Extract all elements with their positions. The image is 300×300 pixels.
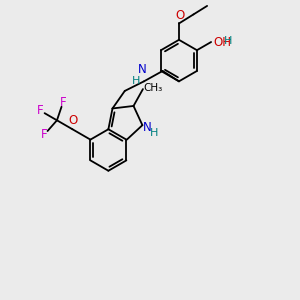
- Text: CH₃: CH₃: [144, 83, 163, 93]
- Text: O: O: [68, 114, 78, 128]
- Text: F: F: [41, 128, 47, 141]
- Text: OH: OH: [214, 35, 232, 49]
- Text: F: F: [37, 104, 44, 117]
- Text: H: H: [224, 36, 232, 46]
- Text: H: H: [131, 76, 140, 86]
- Text: F: F: [60, 95, 67, 109]
- Text: H: H: [150, 128, 158, 138]
- Text: N: N: [138, 63, 147, 76]
- Text: O: O: [176, 9, 185, 22]
- Text: N: N: [143, 121, 152, 134]
